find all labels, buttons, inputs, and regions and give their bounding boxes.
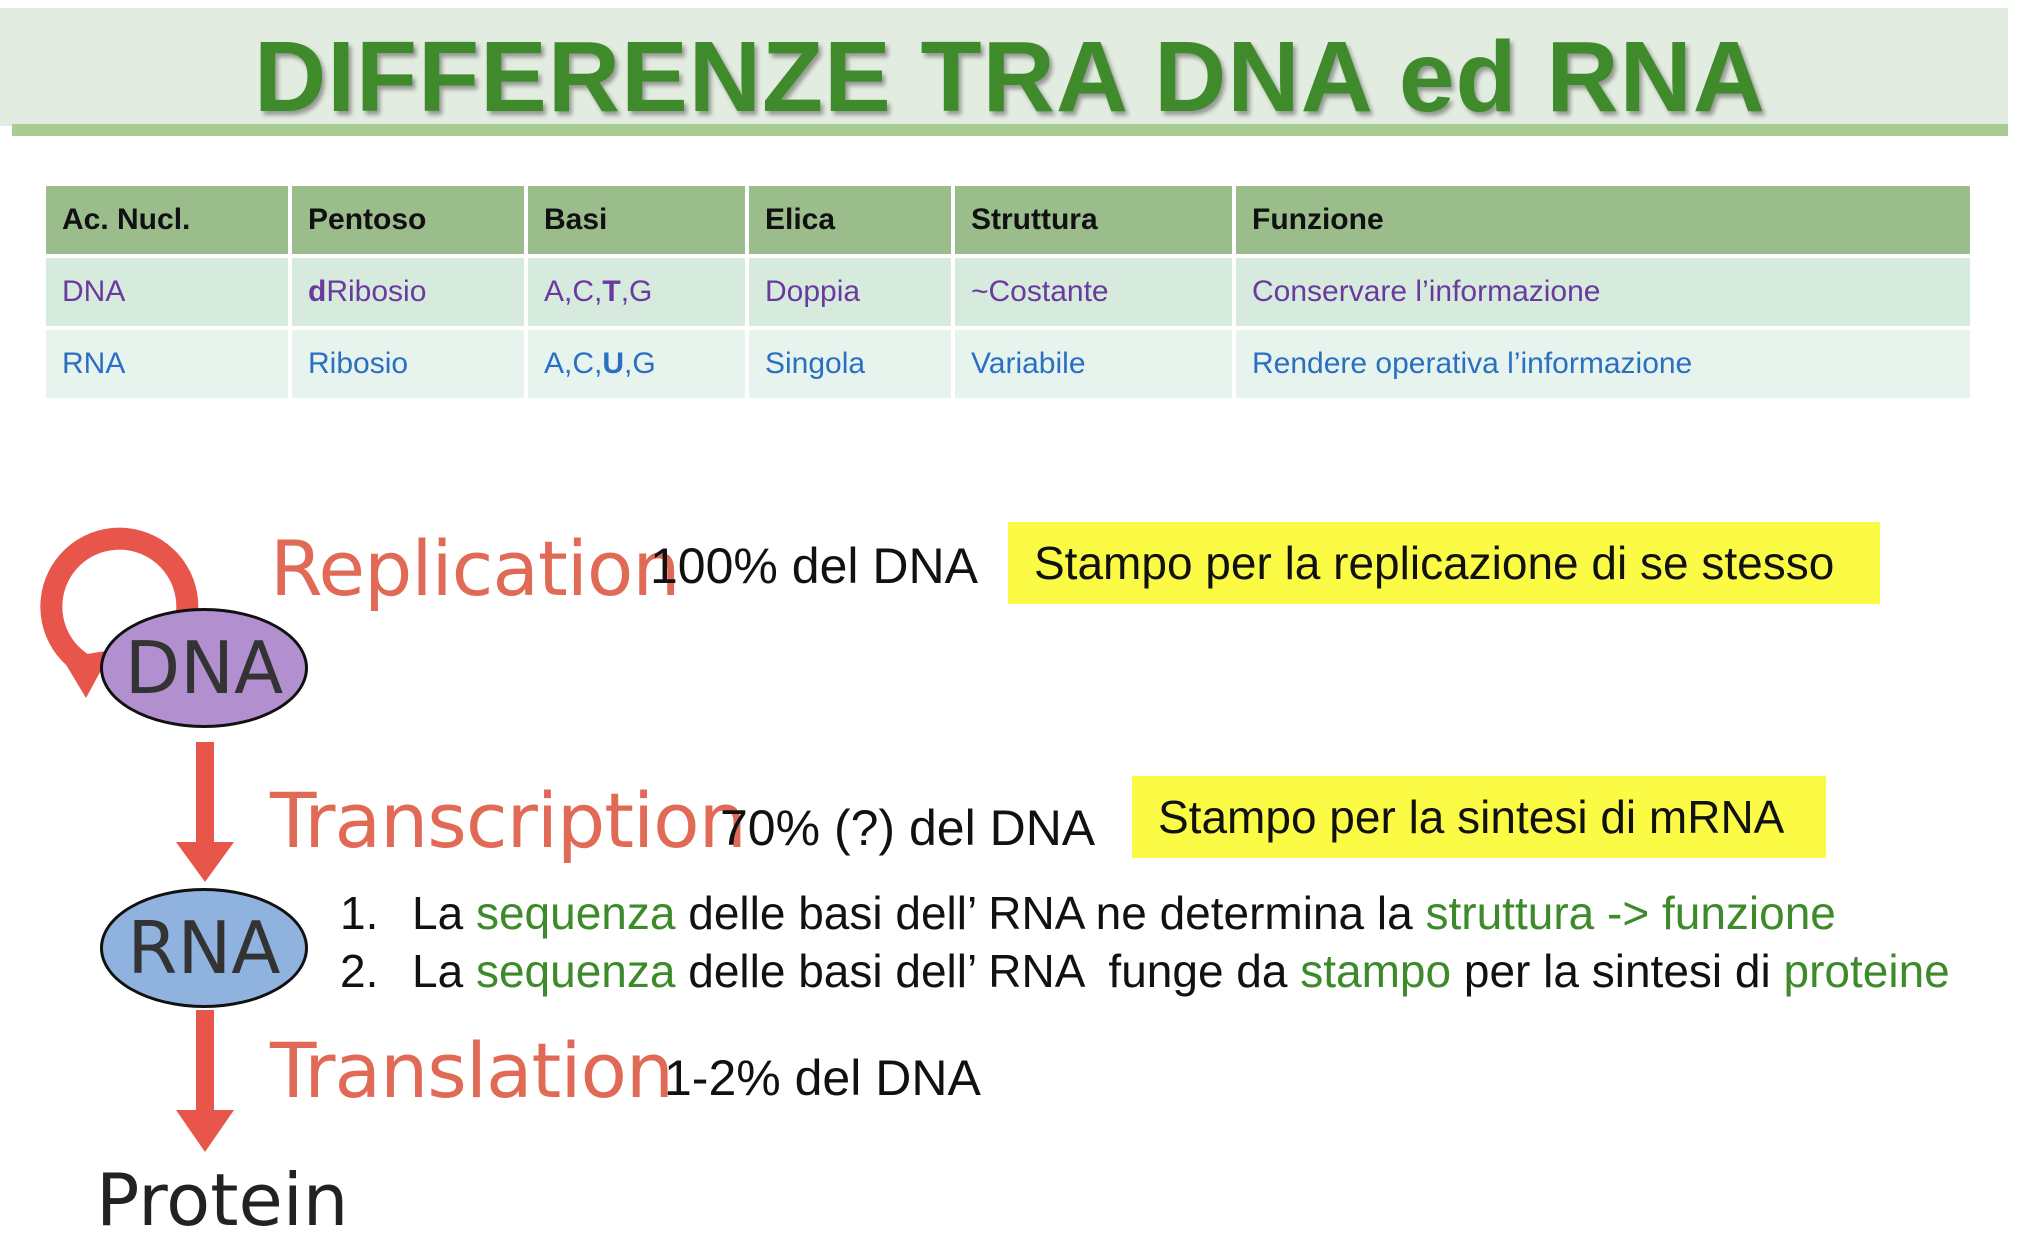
cell-funzione: Conservare l’informazione [1236,258,1970,326]
transcription-arrow [176,742,234,882]
cell-elica: Doppia [749,258,951,326]
header-basi: Basi [528,186,745,254]
list-highlight: proteine [1783,945,1950,997]
list-text: La [412,945,476,997]
cell-basi: A,C,T,G [528,258,745,326]
cell-elica: Singola [749,330,951,398]
title-band [0,8,2008,126]
cell-acido: DNA [46,258,288,326]
protein-label: Protein [96,1158,349,1242]
basi-key-base: T [602,275,621,308]
list-highlight: struttura -> funzione [1425,887,1836,939]
header-struttura: Struttura [955,186,1232,254]
table-header-row: Ac. Nucl. Pentoso Basi Elica Struttura F… [46,186,1970,254]
translation-arrow [176,1010,234,1152]
header-pentoso: Pentoso [292,186,524,254]
basi-part-c: ,G [620,275,653,308]
basi-key-base: U [602,347,625,380]
cell-struttura: Variabile [955,330,1232,398]
list-number: 1. [340,887,379,939]
cell-funzione: Rendere operativa l’informazione [1236,330,1970,398]
pentoso-rest: Ribosio [326,275,427,308]
rna-facts-list: 1. La sequenza delle basi dell’ RNA ne de… [340,884,1960,1000]
replication-label: Replication [270,524,681,613]
list-text: delle basi dell’ RNA ne determina la [675,887,1426,939]
cell-struttura: ~Costante [955,258,1232,326]
header-funzione: Funzione [1236,186,1970,254]
dna-oval: DNA [100,608,308,728]
transcription-percent: 70% (?) del DNA [720,800,1096,856]
list-highlight: sequenza [475,887,676,939]
comparison-table: Ac. Nucl. Pentoso Basi Elica Struttura F… [42,182,1974,402]
header-acido: Ac. Nucl. [46,186,288,254]
cell-pentoso: Ribosio [292,330,524,398]
list-item: 1. La sequenza delle basi dell’ RNA ne de… [340,884,1960,942]
cell-basi: A,C,U,G [528,330,745,398]
list-text: per la sintesi di [1451,945,1784,997]
basi-part-a: A,C, [544,347,603,380]
translation-percent: 1-2% del DNA [664,1050,981,1106]
table-row-rna: RNA Ribosio A,C,U,G Singola Variabile Re… [46,330,1970,398]
list-text: delle basi dell’ RNA funge da [675,945,1301,997]
list-number: 2. [340,945,379,997]
cell-pentoso: dRibosio [292,258,524,326]
table-row-dna: DNA dRibosio A,C,T,G Doppia ~Costante Co… [46,258,1970,326]
pentoso-prefix: d [308,275,327,308]
replication-percent: 100% del DNA [650,538,978,594]
list-item: 2. La sequenza delle basi dell’ RNA funge… [340,942,1960,1000]
rna-oval: RNA [100,888,308,1008]
list-text: La [412,887,476,939]
header-elica: Elica [749,186,951,254]
list-highlight: stampo [1300,945,1452,997]
page-title: DIFFERENZE TRA DNA ed RNA [253,21,1766,133]
dogma-arrows [40,527,234,1152]
title-underline [12,124,2008,136]
replication-note: Stampo per la replicazione di se stesso [1008,522,1880,604]
transcription-note: Stampo per la sintesi di mRNA [1132,776,1826,858]
list-highlight: sequenza [475,945,676,997]
transcription-label: Transcription [270,776,747,865]
translation-label: Translation [270,1026,674,1115]
basi-part-a: A,C, [544,275,603,308]
cell-acido: RNA [46,330,288,398]
replication-loop-arrow [40,527,199,698]
basi-part-c: ,G [624,347,656,380]
